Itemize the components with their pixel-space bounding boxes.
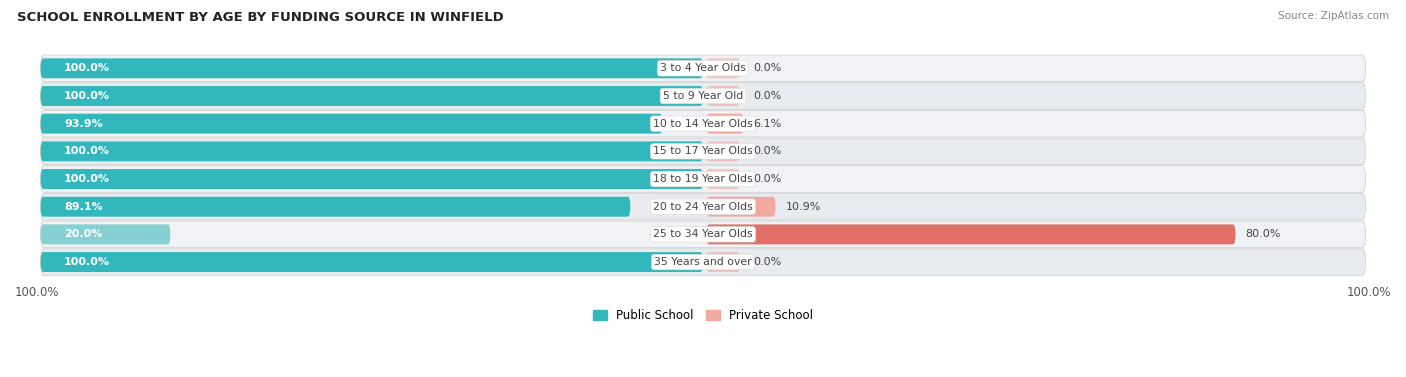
Text: 20.0%: 20.0% <box>63 229 103 239</box>
FancyBboxPatch shape <box>41 141 703 161</box>
FancyBboxPatch shape <box>41 55 1365 81</box>
Text: 0.0%: 0.0% <box>754 146 782 156</box>
FancyBboxPatch shape <box>41 249 1365 275</box>
FancyBboxPatch shape <box>41 114 662 133</box>
Text: 25 to 34 Year Olds: 25 to 34 Year Olds <box>654 229 752 239</box>
Text: 5 to 9 Year Old: 5 to 9 Year Old <box>662 91 744 101</box>
FancyBboxPatch shape <box>706 114 744 133</box>
Legend: Public School, Private School: Public School, Private School <box>588 304 818 326</box>
FancyBboxPatch shape <box>706 197 776 217</box>
Text: 100.0%: 100.0% <box>63 257 110 267</box>
Text: 10 to 14 Year Olds: 10 to 14 Year Olds <box>654 119 752 129</box>
Text: 80.0%: 80.0% <box>1246 229 1281 239</box>
FancyBboxPatch shape <box>41 138 1365 165</box>
FancyBboxPatch shape <box>41 193 1365 220</box>
FancyBboxPatch shape <box>41 83 1365 109</box>
FancyBboxPatch shape <box>41 221 1365 248</box>
Text: 89.1%: 89.1% <box>63 202 103 212</box>
Text: 15 to 17 Year Olds: 15 to 17 Year Olds <box>654 146 752 156</box>
Text: 20 to 24 Year Olds: 20 to 24 Year Olds <box>654 202 752 212</box>
FancyBboxPatch shape <box>41 58 703 78</box>
Text: 3 to 4 Year Olds: 3 to 4 Year Olds <box>659 63 747 73</box>
FancyBboxPatch shape <box>706 86 740 106</box>
FancyBboxPatch shape <box>41 169 703 189</box>
FancyBboxPatch shape <box>41 166 1365 192</box>
Text: 100.0%: 100.0% <box>63 91 110 101</box>
Text: 0.0%: 0.0% <box>754 174 782 184</box>
Text: 10.9%: 10.9% <box>786 202 821 212</box>
FancyBboxPatch shape <box>706 58 740 78</box>
FancyBboxPatch shape <box>41 224 170 244</box>
Text: 0.0%: 0.0% <box>754 257 782 267</box>
Text: 100.0%: 100.0% <box>63 174 110 184</box>
Text: 0.0%: 0.0% <box>754 63 782 73</box>
Text: 0.0%: 0.0% <box>754 91 782 101</box>
FancyBboxPatch shape <box>706 169 740 189</box>
FancyBboxPatch shape <box>706 224 1236 244</box>
FancyBboxPatch shape <box>41 86 703 106</box>
FancyBboxPatch shape <box>706 252 740 272</box>
Text: 18 to 19 Year Olds: 18 to 19 Year Olds <box>654 174 752 184</box>
FancyBboxPatch shape <box>41 252 703 272</box>
Text: Source: ZipAtlas.com: Source: ZipAtlas.com <box>1278 11 1389 21</box>
FancyBboxPatch shape <box>706 141 740 161</box>
Text: 100.0%: 100.0% <box>63 63 110 73</box>
Text: SCHOOL ENROLLMENT BY AGE BY FUNDING SOURCE IN WINFIELD: SCHOOL ENROLLMENT BY AGE BY FUNDING SOUR… <box>17 11 503 24</box>
Text: 6.1%: 6.1% <box>754 119 782 129</box>
Text: 35 Years and over: 35 Years and over <box>654 257 752 267</box>
Text: 93.9%: 93.9% <box>63 119 103 129</box>
FancyBboxPatch shape <box>41 197 630 217</box>
Text: 100.0%: 100.0% <box>63 146 110 156</box>
FancyBboxPatch shape <box>41 110 1365 137</box>
